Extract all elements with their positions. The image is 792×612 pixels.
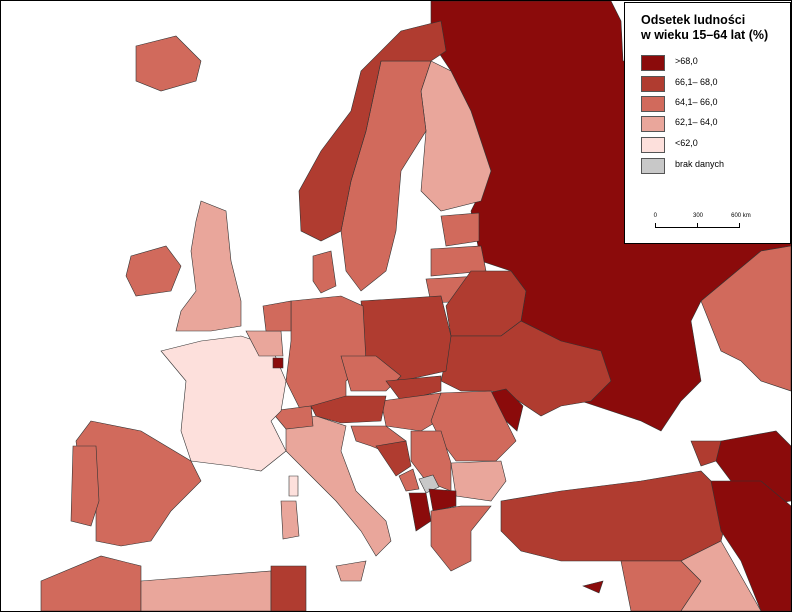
region-estonia xyxy=(440,212,480,247)
region-sweden xyxy=(340,60,432,292)
region-kosovo xyxy=(418,474,440,494)
legend-swatch xyxy=(641,96,665,112)
region-morocco xyxy=(40,555,142,611)
scale-label-0: 0 xyxy=(653,213,658,219)
region-bosnia xyxy=(375,440,412,477)
legend-title-line2: w wieku 15–64 lat (%) xyxy=(641,28,769,42)
legend-swatch xyxy=(641,158,665,174)
region-corsica xyxy=(288,475,299,497)
region-greece xyxy=(430,505,492,572)
region-montenegro xyxy=(398,468,420,492)
legend-label: brak danych xyxy=(675,159,725,169)
legend-label: 66,1– 68,0 xyxy=(675,77,718,87)
region-algeria xyxy=(140,570,272,611)
region-slovakia xyxy=(385,375,442,402)
region-tunisia xyxy=(270,565,307,611)
region-france xyxy=(160,335,287,472)
scale-label-600: 600 km xyxy=(731,213,751,219)
region-luxembourg xyxy=(272,357,284,369)
region-albania xyxy=(408,492,432,532)
legend-swatch xyxy=(641,76,665,92)
legend-label: 62,1– 64,0 xyxy=(675,117,718,127)
legend-title: Odsetek ludności w wieku 15–64 lat (%) xyxy=(641,13,786,43)
legend-label: <62,0 xyxy=(675,138,698,148)
region-iceland xyxy=(135,35,202,92)
legend: Odsetek ludności w wieku 15–64 lat (%) >… xyxy=(624,2,791,244)
region-portugal xyxy=(70,445,100,527)
region-switzerland xyxy=(270,405,314,430)
region-iran-iraq xyxy=(710,480,791,611)
region-italy xyxy=(285,415,392,557)
region-denmark xyxy=(312,250,337,294)
region-cyprus xyxy=(582,580,604,594)
region-ukraine xyxy=(440,320,612,417)
region-sicily xyxy=(335,560,367,582)
region-uk xyxy=(175,200,242,332)
region-ireland xyxy=(125,245,182,297)
legend-title-line1: Odsetek ludności xyxy=(641,13,746,27)
legend-swatch xyxy=(641,137,665,153)
legend-label: >68,0 xyxy=(675,56,698,66)
region-norway xyxy=(298,20,447,242)
region-turkey xyxy=(500,470,732,562)
scale-bar: 0 300 600 km xyxy=(653,213,751,231)
scale-label-300: 300 xyxy=(692,213,704,219)
legend-label: 64,1– 66,0 xyxy=(675,97,718,107)
legend-swatch xyxy=(641,55,665,71)
region-sardinia xyxy=(280,500,300,540)
legend-swatch xyxy=(641,116,665,132)
region-germany xyxy=(285,295,367,412)
region-netherlands xyxy=(262,300,292,332)
region-bulgaria xyxy=(450,460,507,502)
region-macedonia xyxy=(428,488,457,512)
region-arabia xyxy=(680,540,762,611)
region-east xyxy=(700,245,791,392)
